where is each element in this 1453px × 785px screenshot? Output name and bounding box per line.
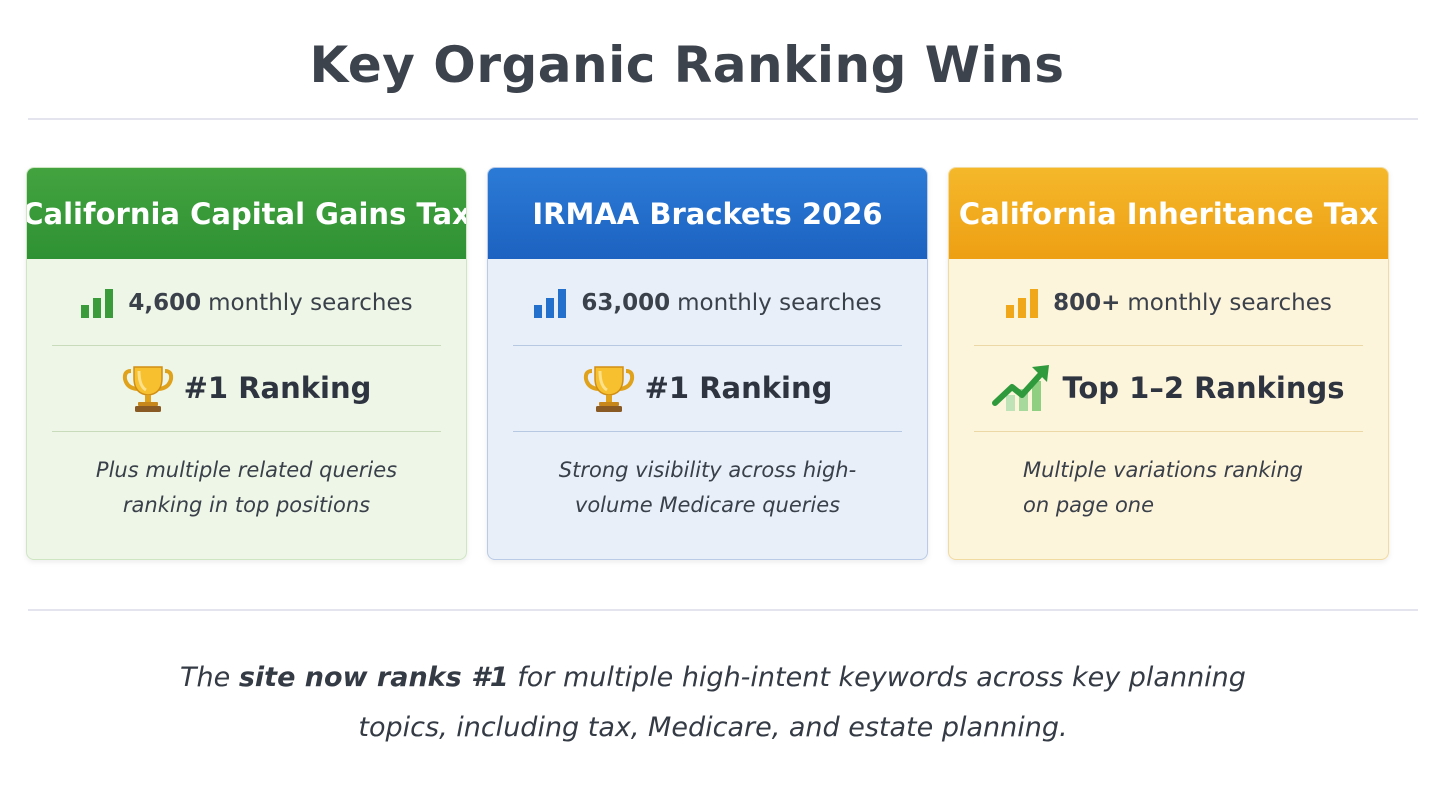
searches-value: 800+ (1053, 290, 1121, 316)
rank-label: #1 Ranking (644, 371, 833, 405)
summary-highlight: site now ranks #1 (238, 662, 509, 693)
card-divider (52, 345, 441, 346)
summary-suffix: for multiple high-intent keywords across… (508, 662, 1246, 693)
page-title: Key Organic Ranking Wins (309, 36, 1065, 94)
ranking: #1 Ranking (52, 360, 441, 416)
searches-label: monthly searches (677, 290, 882, 316)
card-heading: California Capital Gains Tax (27, 168, 466, 259)
monthly-searches: 4,600 monthly searches (52, 278, 441, 328)
monthly-searches: 800+ monthly searches (974, 278, 1363, 328)
card-divider (974, 431, 1363, 432)
summary-divider (28, 609, 1418, 611)
bar-chart-icon (1006, 289, 1039, 318)
ranking: #1 Ranking (513, 360, 902, 416)
card-note: Plus multiple related queries ranking in… (57, 453, 436, 523)
card-divider (974, 345, 1363, 346)
card-note-line: Strong visibility across high- (558, 458, 857, 482)
rank-label: #1 Ranking (183, 371, 372, 405)
card-divider (513, 431, 902, 432)
card-irmaa-brackets-2026: IRMAA Brackets 2026 63,000 monthly searc… (487, 167, 928, 560)
card-california-capital-gains-tax: California Capital Gains Tax 4,600 month… (26, 167, 467, 560)
searches-label: monthly searches (208, 290, 413, 316)
ranking-cards: California Capital Gains Tax 4,600 month… (26, 167, 1418, 560)
searches-value: 63,000 (581, 290, 671, 316)
trophy-icon (122, 366, 173, 412)
card-note: Multiple variations ranking on page one (979, 453, 1358, 523)
card-heading: IRMAA Brackets 2026 (488, 168, 927, 259)
card-divider (52, 431, 441, 432)
monthly-searches: 63,000 monthly searches (513, 278, 902, 328)
card-california-inheritance-tax: California Inheritance Tax 800+ monthly … (948, 167, 1389, 560)
card-note-line: ranking in top positions (122, 493, 371, 517)
card-note-line: on page one (1023, 493, 1155, 517)
card-note: Strong visibility across high- volume Me… (518, 453, 897, 523)
card-heading: California Inheritance Tax (949, 168, 1388, 259)
bar-chart-icon (81, 289, 114, 318)
title-divider (28, 118, 1418, 120)
trophy-icon (583, 366, 634, 412)
summary-line-2: topics, including tax, Medicare, and est… (358, 712, 1068, 743)
card-note-line: volume Medicare queries (574, 493, 841, 517)
card-divider (513, 345, 902, 346)
summary-line-1: The site now ranks #1 for multiple high-… (0, 653, 1426, 703)
searches-label: monthly searches (1127, 290, 1332, 316)
card-note-line: Plus multiple related queries (95, 458, 398, 482)
trending-up-icon (992, 365, 1050, 411)
summary-text: The site now ranks #1 for multiple high-… (0, 653, 1426, 753)
summary-prefix: The (180, 662, 239, 693)
bar-chart-icon (534, 289, 567, 318)
card-note-line: Multiple variations ranking (1023, 458, 1304, 482)
searches-value: 4,600 (128, 290, 202, 316)
ranking: Top 1–2 Rankings (974, 360, 1363, 416)
rank-label: Top 1–2 Rankings (1062, 371, 1345, 405)
